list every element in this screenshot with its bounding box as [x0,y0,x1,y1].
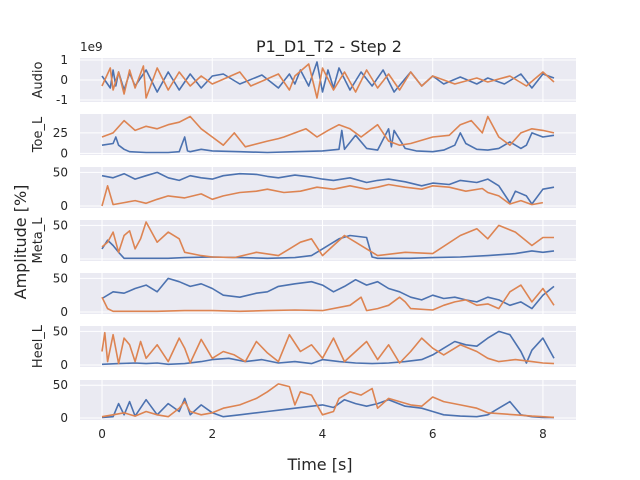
y-tick-label: 50 [53,324,68,338]
subplot-y-label: Toe_L [31,116,46,153]
subplot-y-label: Meta_L [31,217,46,264]
subplot-7: 0 50 0 2 4 6 8 [53,378,576,441]
y-tick-label: 50 [53,165,68,179]
series-line-2 [101,383,555,419]
y-tick-label: 0 [60,358,68,372]
series-line-1 [101,277,555,310]
series-line-1 [101,330,555,366]
plot-area [80,220,576,261]
y-tick-label: 0 [60,411,68,425]
y-tick-label: 0 [60,199,68,213]
series-line-1 [101,61,555,93]
y-tick-label: 0 [60,252,68,266]
series-line-2 [101,115,555,148]
x-tick-label: 8 [539,427,547,441]
series-line-1 [101,397,554,419]
subplot-2: 0 25 Toe_L [31,114,576,160]
subplot-6: 0 50 Heel_L [31,324,576,372]
y-axis-label: Amplitude [%] [11,185,30,300]
series-line-1 [101,171,555,205]
series-line-2 [101,63,555,99]
y-tick-label: 0 [60,305,68,319]
x-axis-label: Time [s] [286,455,352,474]
subplots: -1 0 1 Audio 1e9 0 25 Toe_L 0 50 0 50 Meta_L 0 50 0 50 He… [31,40,576,441]
y-tick-label: 1 [60,53,68,67]
x-tick-label: 2 [208,427,216,441]
y-tick-label: -1 [56,93,68,107]
series-line-1 [101,234,555,260]
x-tick-label: 6 [429,427,437,441]
y-tick-label: 0 [60,73,68,87]
plot-area [80,167,576,208]
y-tick-label: 50 [53,378,68,392]
x-tick-label: 4 [319,427,327,441]
series-line-2 [101,183,544,207]
subplot-y-label: Heel_L [31,324,46,368]
y-tick-label: 0 [60,146,68,160]
plot-area [80,273,576,314]
subplot-y-label: Audio [31,61,46,98]
y-tick-label: 50 [53,218,68,232]
plot-area [80,114,576,155]
series-line-2 [101,331,555,365]
subplot-4: 0 50 Meta_L [31,217,576,266]
y-tick-label: 50 [53,271,68,285]
y-tick-label: 25 [53,126,68,140]
subplot-1: -1 0 1 Audio 1e9 [31,40,576,107]
series-line-2 [101,221,554,259]
offset-text: 1e9 [80,40,103,54]
figure-title: P1_D1_T2 - Step 2 [256,37,402,57]
x-tick-label: 0 [98,427,106,441]
subplot-5: 0 50 [53,271,576,319]
series-line-1 [101,128,555,154]
subplot-3: 0 50 [53,165,576,213]
series-line-2 [101,284,555,313]
